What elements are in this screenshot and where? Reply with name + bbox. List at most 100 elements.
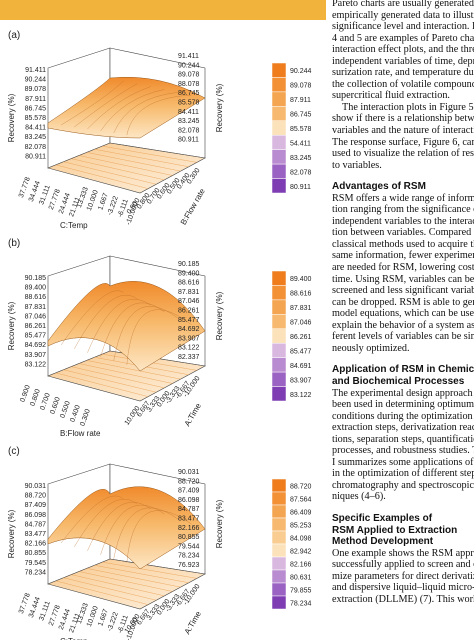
text-line: I summarizes some applications of RS bbox=[332, 456, 474, 468]
text-line: chromatography and spectroscopic te bbox=[332, 479, 474, 491]
floor-contour bbox=[71, 574, 165, 597]
legend-swatch bbox=[271, 342, 287, 358]
figure: (a) Recovery (%) Recovery (%) 91.411 90.244 8… bbox=[0, 0, 326, 640]
y-axis-label: A:Time bbox=[183, 609, 204, 636]
floor-contour bbox=[86, 568, 181, 588]
legend-label: 85.477 bbox=[290, 348, 312, 355]
floor-contour bbox=[63, 369, 157, 393]
z-tick-label: 89.400 bbox=[25, 285, 47, 292]
legend-swatch bbox=[271, 478, 287, 493]
z-tick-label: 87.409 bbox=[178, 488, 200, 495]
legend-swatch bbox=[271, 543, 287, 558]
text-line: surization rate, and temperature during bbox=[332, 67, 474, 79]
z-axis-label: Recovery (%) bbox=[215, 499, 224, 548]
legend-swatch bbox=[271, 357, 287, 373]
surface-plot bbox=[47, 463, 206, 610]
legend-swatch bbox=[271, 163, 287, 179]
floor-contour bbox=[78, 571, 173, 592]
legend-swatch bbox=[271, 285, 287, 301]
z-tick-label: 86.098 bbox=[25, 512, 47, 519]
z-tick-label: 89.078 bbox=[178, 72, 200, 79]
text-line: conditions during the optimization of bbox=[332, 410, 474, 422]
response-surface bbox=[47, 76, 206, 139]
z-tick-label: 80.911 bbox=[25, 153, 46, 160]
legend-label: 78.234 bbox=[290, 601, 312, 608]
text-line: can be dropped. RSM is able to gene bbox=[332, 296, 474, 308]
legend-label: 82.166 bbox=[290, 562, 312, 569]
floor bbox=[47, 142, 206, 194]
z-tick-label: 85.477 bbox=[25, 333, 47, 340]
legend-swatch bbox=[271, 149, 287, 165]
text-line: The interaction plots in Figure 5 bbox=[342, 101, 474, 113]
text-line: in the optimization of different steps bbox=[332, 468, 474, 480]
text-line: classical methods used to acquire the bbox=[332, 238, 474, 250]
legend-label: 87.831 bbox=[290, 305, 312, 312]
text-line: extraction (DLLME) (7). This work bbox=[332, 593, 474, 605]
z-tick-label: 82.078 bbox=[25, 144, 47, 151]
legend-label: 84.098 bbox=[290, 536, 312, 543]
z-tick-label: 90.244 bbox=[178, 62, 200, 69]
legend-swatch bbox=[271, 595, 287, 610]
floor-contour bbox=[55, 164, 149, 189]
z-tick-label: 91.411 bbox=[178, 53, 199, 60]
text-line: time. Using RSM, variables can be bbox=[332, 273, 474, 285]
paragraph: Pareto charts are usually generated from… bbox=[332, 0, 474, 102]
legend-swatch bbox=[271, 178, 287, 194]
y-axis-label: B:Flow rate bbox=[179, 187, 207, 227]
z-tick-label: 87.409 bbox=[25, 502, 47, 509]
text-line: to variables. bbox=[332, 159, 382, 171]
text-line: are needed for RSM, lowering cost an bbox=[332, 262, 474, 274]
z-tick-label: 88.720 bbox=[178, 478, 200, 485]
text-line: Method Development bbox=[332, 536, 434, 548]
z-tick-label: 86.745 bbox=[25, 105, 47, 112]
z-axis-label: Recovery (%) bbox=[7, 509, 16, 558]
text-line: One example shows the RSM approa bbox=[332, 547, 474, 559]
z-tick-label: 83.245 bbox=[25, 134, 47, 141]
legend-swatch bbox=[271, 517, 287, 532]
z-tick-label: 83.122 bbox=[25, 361, 47, 368]
z-tick-label: 88.616 bbox=[178, 280, 200, 287]
surface-mesh bbox=[74, 83, 138, 128]
z-tick-label: 88.078 bbox=[178, 81, 200, 88]
text-line: the collection of volatile compounds aft bbox=[332, 78, 474, 90]
legend-swatch bbox=[271, 120, 287, 136]
z-tick-label: 84.692 bbox=[25, 342, 47, 349]
z-tick-label: 90.185 bbox=[25, 275, 47, 282]
z-tick-label: 82.166 bbox=[178, 525, 200, 532]
z-tick-label: 86.745 bbox=[178, 90, 200, 97]
z-tick-label: 79.545 bbox=[25, 560, 47, 567]
y-axis-label: A:Time bbox=[183, 401, 204, 428]
section-heading: Application of RSM in Chemic and Biochemi… bbox=[332, 364, 474, 387]
z-tick-label: 85.578 bbox=[178, 100, 200, 107]
text-line: supercritical fluid extraction. bbox=[332, 90, 450, 102]
z-axis-label: Recovery (%) bbox=[215, 83, 224, 132]
surface-mesh bbox=[113, 92, 178, 134]
z-tick-label: 87.046 bbox=[25, 313, 47, 320]
text-line: same information, fewer experiments bbox=[332, 250, 474, 262]
text-line: independent variables to the interac- bbox=[332, 215, 474, 227]
text-line: Specific Examples of bbox=[332, 512, 433, 524]
text-line: and Biochemical Processes bbox=[332, 375, 465, 387]
legend-label: 80.631 bbox=[290, 575, 312, 582]
surface-plot bbox=[47, 255, 206, 402]
text-line: extraction steps, derivatization reac- bbox=[332, 422, 474, 434]
z-tick-label: 90.244 bbox=[25, 77, 47, 84]
legend-swatch bbox=[271, 77, 287, 93]
text-line: screened and less significant variables bbox=[332, 285, 474, 297]
z-tick-label: 84.787 bbox=[178, 506, 200, 513]
legend-label: 83.122 bbox=[290, 392, 312, 399]
z-tick-label: 84.692 bbox=[178, 326, 200, 333]
panel-label: (a) bbox=[8, 30, 20, 41]
floor-contour bbox=[86, 152, 181, 172]
z-axis-label: Recovery (%) bbox=[7, 93, 16, 142]
text-line: RSM offers a wide range of informa- bbox=[332, 192, 474, 204]
z-tick-label: 84.411 bbox=[25, 125, 46, 132]
text-line: mize parameters for direct derivatiz bbox=[332, 570, 474, 582]
z-tick-label: 87.831 bbox=[25, 304, 47, 311]
text-line: The response surface, Figure 6, can b bbox=[332, 136, 474, 148]
floor bbox=[47, 350, 206, 402]
floor-contour bbox=[86, 360, 181, 380]
legend-label: 89.400 bbox=[290, 276, 312, 283]
legend-label: 54.411 bbox=[290, 140, 311, 147]
text-line: interaction effect plots, and the three bbox=[332, 44, 474, 56]
